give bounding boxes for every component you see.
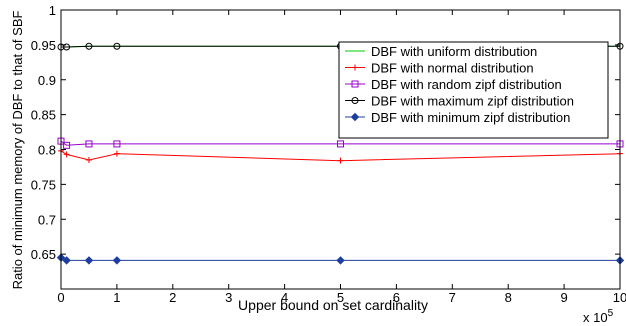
data-point [63,141,71,149]
series-line [60,150,621,162]
data-point [113,140,121,148]
data-point [63,43,71,51]
x-tick-label: 9 [560,290,567,305]
x-tick-label: 10 [613,290,626,305]
x-axis-multiplier: x 105 [583,308,614,325]
x-tick-label: 4 [281,290,288,305]
data-point [337,140,344,148]
legend-label: DBF with minimum zipf distribution [371,110,570,125]
data-point [85,140,93,148]
data-point [62,256,71,265]
legend-marker [352,64,358,71]
x-tick-label: 0 [57,290,64,305]
data-point [336,256,345,265]
x-tick-label: 2 [169,290,176,305]
series-line [60,140,620,146]
y-tick-label: 0.85 [31,108,56,123]
legend-marker [350,112,360,122]
y-tick-label: 0.65 [31,247,56,262]
legend-entry: DBF with minimum zipf distribution [345,110,570,125]
y-axis-label: Ratio of minimum memory of DBF to that o… [10,11,25,290]
x-tick-label: 7 [449,290,456,305]
data-point [112,256,122,265]
y-tick-label: 0.75 [31,177,56,192]
y-tick-label: 0.9 [38,73,56,88]
legend-label: DBF with normal distribution [371,61,534,76]
data-point [113,42,121,50]
y-tick-label: 0.8 [38,143,56,158]
data-point [85,42,93,50]
legend-entry: DBF with uniform distribution [345,44,537,59]
legend-marker [351,80,359,88]
x-tick-label: 6 [393,290,400,305]
legend-box [338,41,609,139]
data-point [63,151,70,158]
legend-entry: DBF with normal distribution [345,61,534,76]
legend-marker [351,97,359,104]
y-tick-label: 0.95 [31,38,56,53]
x-axis-multiplier-exponent: 5 [608,308,614,319]
legend-label: DBF with uniform distribution [371,44,537,59]
legend: DBF with uniform distribution DBF with no… [338,41,609,139]
x-tick-label: 8 [505,290,512,305]
data-point [85,156,92,163]
legend-label: DBF with random zipf distribution [371,77,562,92]
legend-label: DBF with maximum zipf distribution [371,94,574,109]
x-tick-label: 3 [225,290,232,305]
x-tick-label: 5 [337,290,344,305]
x-tick-label: 1 [113,290,120,305]
legend-entry: DBF with random zipf distribution [345,77,562,92]
legend-entry: DBF with maximum zipf distribution [345,94,574,109]
y-tick-label: 0.7 [38,212,56,227]
data-point [113,150,120,157]
data-point [337,157,344,164]
x-axis-label: Upper bound on set cardinality [238,297,428,313]
y-axis-ticks: 0.65 0.7 0.75 0.8 0.85 0.9 0.95 1 [31,3,620,262]
data-point [84,256,94,265]
x-axis-ticks: 0 1 2 3 4 5 6 7 8 9 10 [57,10,626,305]
y-tick-label: 1 [49,3,56,18]
